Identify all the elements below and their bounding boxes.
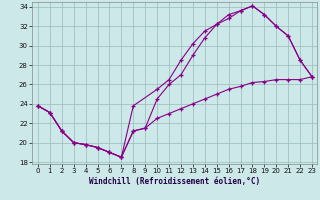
X-axis label: Windchill (Refroidissement éolien,°C): Windchill (Refroidissement éolien,°C) — [89, 177, 260, 186]
